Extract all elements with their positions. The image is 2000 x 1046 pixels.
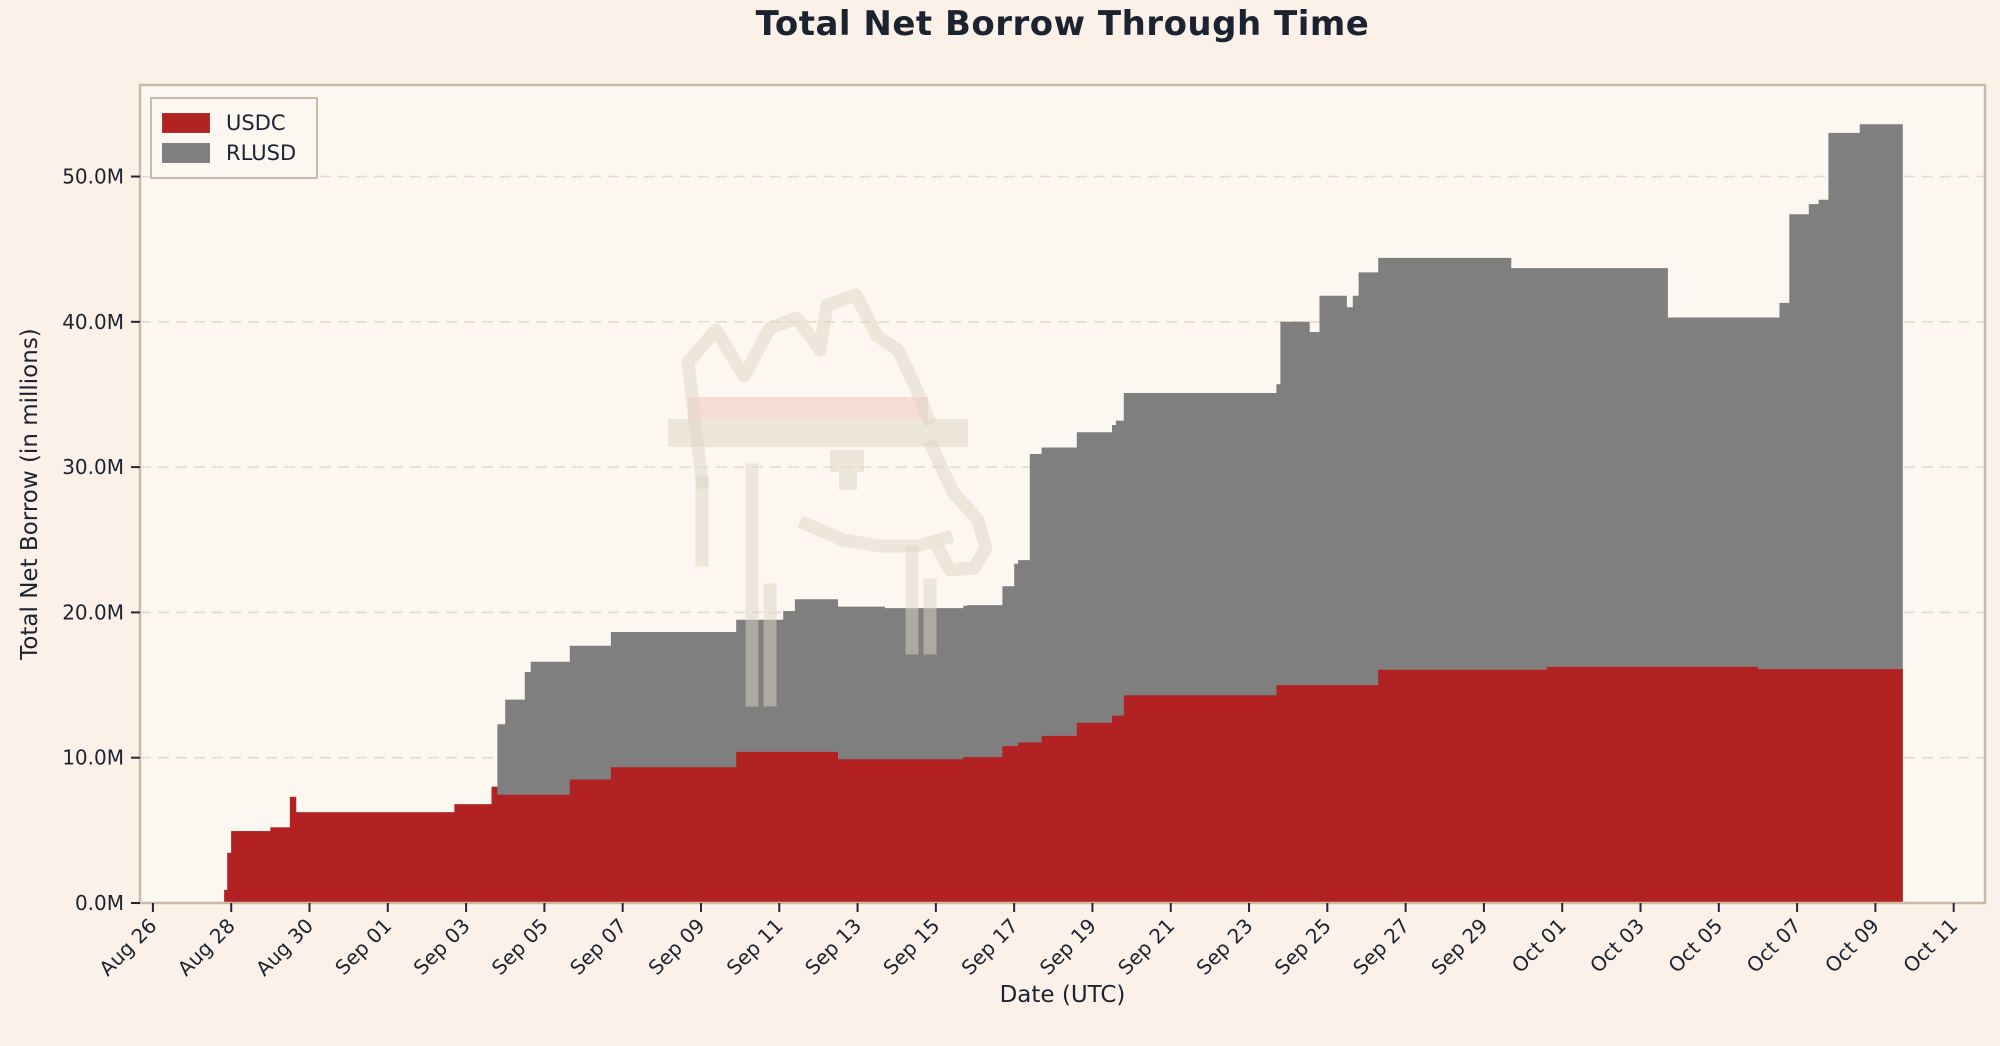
x-tick-label: Sep 27 <box>1348 914 1414 980</box>
x-tick-label: Oct 05 <box>1663 914 1727 978</box>
defillama-llama-watermark-icon <box>668 288 993 707</box>
x-tick-label: Oct 11 <box>1898 914 1962 978</box>
x-tick-label: Sep 11 <box>722 914 788 980</box>
x-tick-label: Sep 21 <box>1113 914 1179 980</box>
legend-item-usdc: USDC <box>162 108 304 138</box>
x-tick-label: Sep 23 <box>1191 914 1257 980</box>
usdc-area <box>140 666 1903 903</box>
x-tick-label: Aug 28 <box>173 914 240 981</box>
x-tick-label: Aug 30 <box>251 914 318 981</box>
legend-label-usdc: USDC <box>226 111 286 135</box>
y-tick-label: 50.0M <box>62 165 124 189</box>
x-tick-label: Sep 15 <box>878 914 944 980</box>
legend: USDC RLUSD <box>150 97 318 179</box>
y-tick-label: 20.0M <box>62 600 124 624</box>
x-tick-label: Sep 13 <box>800 914 866 980</box>
axes-spines <box>138 83 1987 905</box>
y-tick-label: 0.0M <box>75 891 124 915</box>
x-axis-label: Date (UTC) <box>999 982 1126 1008</box>
chart-title: Total Net Borrow Through Time <box>755 4 1370 44</box>
legend-label-rlusd: RLUSD <box>226 141 297 165</box>
x-tick-label: Sep 25 <box>1270 914 1336 980</box>
usdc-swatch-icon <box>162 113 210 133</box>
x-tick-label: Sep 29 <box>1426 914 1492 980</box>
x-tick-label: Sep 01 <box>330 914 396 980</box>
y-tick-label: 30.0M <box>62 455 124 479</box>
x-tick-label: Oct 03 <box>1585 914 1649 978</box>
x-tick-label: Aug 26 <box>94 914 161 981</box>
x-tick-label: Sep 07 <box>565 914 631 980</box>
x-tick-label: Oct 09 <box>1820 914 1884 978</box>
x-tick-label: Oct 01 <box>1507 914 1571 978</box>
x-tick-label: Sep 09 <box>643 914 709 980</box>
x-tick-label: Sep 19 <box>1035 914 1101 980</box>
y-tick-label: 10.0M <box>62 746 124 770</box>
x-tick-label: Oct 07 <box>1742 914 1806 978</box>
legend-item-rlusd: RLUSD <box>162 138 304 168</box>
rlusd-swatch-icon <box>162 143 210 163</box>
x-tick-label: Sep 03 <box>409 914 475 980</box>
x-tick-label: Sep 05 <box>487 914 553 980</box>
x-tick-label: Sep 17 <box>957 914 1023 980</box>
y-tick-label: 40.0M <box>62 310 124 334</box>
